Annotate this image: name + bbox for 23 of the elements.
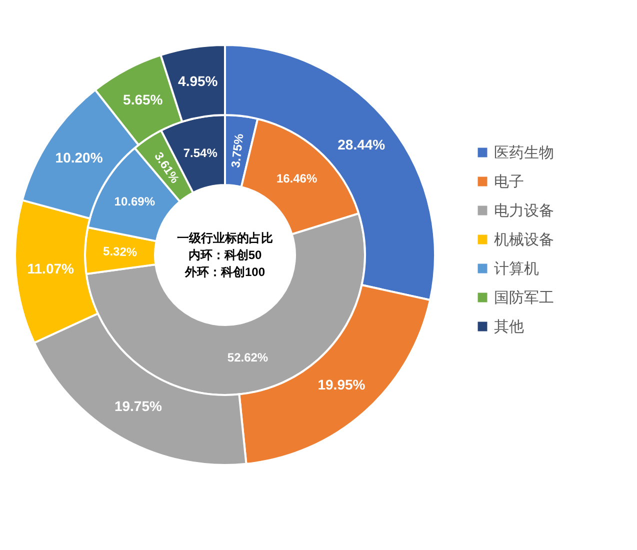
data-label: 10.20% — [55, 149, 104, 166]
data-label: 19.75% — [114, 398, 162, 414]
legend-label: 国防军工 — [494, 290, 554, 306]
data-label: 5.65% — [123, 91, 164, 108]
legend-label: 机械设备 — [494, 232, 554, 248]
data-label: 19.95% — [318, 376, 366, 393]
legend-label: 医药生物 — [494, 144, 554, 162]
data-label: 52.62% — [227, 350, 268, 365]
legend-label: 其他 — [494, 318, 524, 336]
text: 内环：科创50 — [188, 248, 262, 262]
legend-label: 计算机 — [494, 260, 539, 278]
text: 一级行业标的占比 — [177, 231, 273, 245]
data-label: 10.69% — [114, 194, 156, 209]
data-label: 5.32% — [102, 244, 138, 260]
text: 外环：科创100 — [184, 265, 266, 279]
data-label: 3.75% — [228, 132, 246, 168]
legend-label: 电力设备 — [494, 202, 554, 220]
data-label: 16.46% — [276, 171, 318, 186]
data-label: 4.95% — [178, 73, 218, 90]
data-label: 7.54% — [183, 146, 218, 160]
legend-label: 电子 — [494, 174, 524, 190]
data-label: 28.44% — [338, 136, 386, 152]
data-label: 11.07% — [27, 260, 75, 277]
